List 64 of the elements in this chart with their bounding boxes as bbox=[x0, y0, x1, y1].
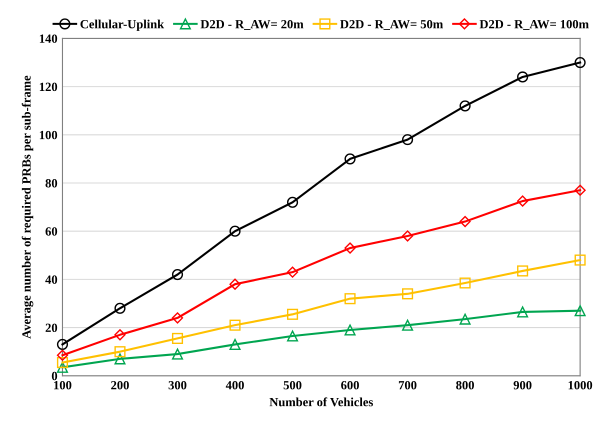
x-tick-label: 400 bbox=[226, 380, 244, 390]
x-axis-title: Number of Vehicles bbox=[270, 397, 373, 406]
point bbox=[56, 362, 68, 373]
x-tick-label: 300 bbox=[168, 380, 186, 390]
point bbox=[286, 330, 298, 342]
x-tick-label: 500 bbox=[284, 380, 302, 390]
point bbox=[460, 100, 471, 112]
point bbox=[344, 324, 356, 336]
point bbox=[344, 153, 356, 164]
point bbox=[172, 269, 184, 280]
legend-label: D2D - R_AW= 100m bbox=[480, 20, 589, 30]
y-tick-label: 60 bbox=[46, 227, 58, 236]
point bbox=[402, 230, 414, 242]
point bbox=[286, 266, 298, 278]
point bbox=[402, 134, 414, 146]
y-tick-label: 140 bbox=[40, 34, 58, 43]
point bbox=[574, 254, 586, 266]
point bbox=[402, 288, 414, 300]
point bbox=[574, 56, 586, 68]
point bbox=[114, 329, 126, 340]
y-tick-label: 0 bbox=[52, 372, 58, 380]
y-axis-title: Average number of required PRBs per sub-frame bbox=[22, 76, 34, 339]
point bbox=[114, 353, 126, 364]
point bbox=[517, 265, 528, 277]
point bbox=[56, 356, 68, 368]
point bbox=[114, 302, 126, 314]
point bbox=[459, 216, 471, 228]
point bbox=[172, 332, 184, 344]
point bbox=[574, 184, 586, 196]
x-tick-label: 1000 bbox=[568, 380, 592, 390]
point bbox=[172, 348, 184, 360]
point bbox=[286, 308, 298, 320]
point bbox=[229, 320, 241, 331]
legend-label: D2D - R_AW= 50m bbox=[340, 20, 443, 30]
point bbox=[460, 277, 471, 289]
x-tick-label: 800 bbox=[456, 380, 474, 390]
x-tick-label: 700 bbox=[398, 380, 416, 390]
point bbox=[172, 312, 184, 324]
y-tick-label: 20 bbox=[46, 324, 58, 332]
y-tick-label: 120 bbox=[40, 82, 58, 92]
y-tick-label: 80 bbox=[46, 179, 58, 188]
y-tick-label: 40 bbox=[45, 275, 58, 284]
x-tick-label: 100 bbox=[54, 380, 72, 390]
legend-label: D2D - R_AW= 20m bbox=[200, 20, 304, 30]
point bbox=[344, 242, 356, 254]
point bbox=[344, 293, 356, 304]
point bbox=[402, 320, 414, 331]
legend-label: Cellular-Uplink bbox=[80, 20, 164, 31]
point bbox=[517, 306, 528, 318]
point bbox=[114, 346, 126, 358]
x-tick-label: 200 bbox=[111, 380, 129, 390]
point bbox=[517, 195, 528, 207]
point bbox=[229, 226, 241, 237]
y-tick-label: 100 bbox=[40, 130, 58, 140]
x-tick-label: 600 bbox=[341, 380, 359, 390]
x-tick-label: 900 bbox=[514, 380, 532, 390]
point bbox=[286, 196, 298, 208]
point bbox=[56, 350, 68, 361]
point bbox=[517, 71, 528, 83]
point bbox=[56, 338, 68, 350]
point bbox=[460, 314, 471, 325]
point bbox=[229, 278, 241, 290]
point bbox=[229, 338, 241, 350]
point bbox=[574, 305, 586, 316]
